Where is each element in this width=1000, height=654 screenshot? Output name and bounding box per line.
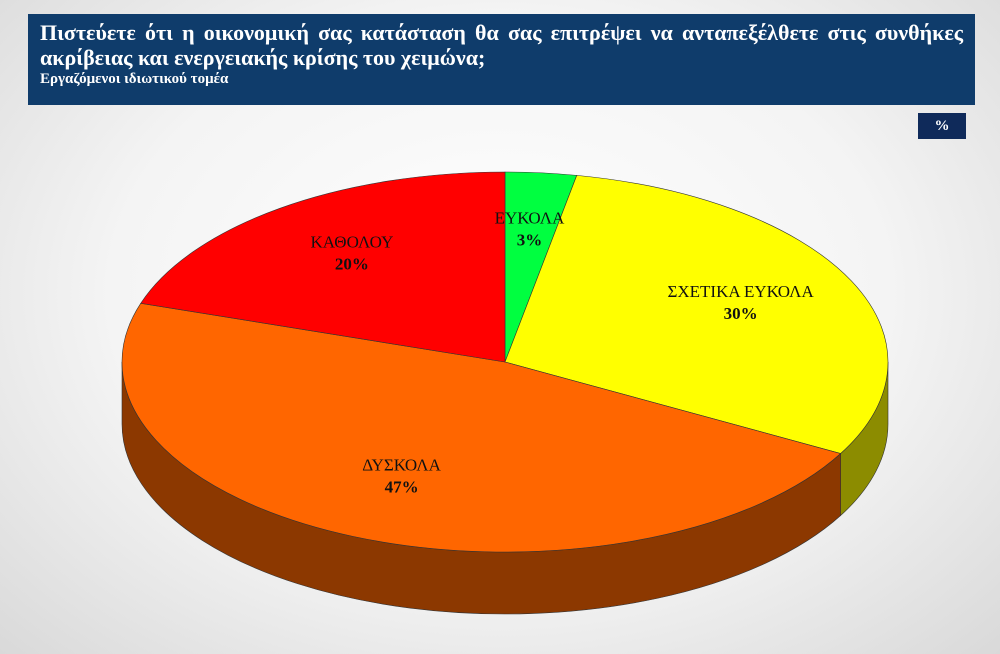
slice (121, 302, 842, 553)
slice-label: ΚΑΘΟΛΟΥ (310, 232, 393, 251)
value-label: 20% (335, 254, 369, 273)
slice (140, 171, 506, 363)
slice-label: ΕΥΚΟΛΑ (495, 208, 566, 227)
subtitle: Εργαζόμενοι ιδιωτικού τομέα (40, 71, 229, 87)
value-label: 3% (517, 230, 543, 249)
value-label: 30% (724, 304, 758, 323)
slice (504, 175, 889, 454)
value-label: 47% (385, 478, 419, 497)
header: Πιστεύετε ότι η οικονομική σας κατάσταση… (28, 14, 975, 105)
title: Πιστεύετε ότι η οικονομική σας κατάσταση… (40, 20, 963, 70)
slice-label: ΣΧΕΤΙΚΑ ΕΥΚΟΛΑ (667, 282, 814, 301)
slice-label: ΔΥΣΚΟΛΑ (362, 456, 441, 475)
unit-badge: % (918, 113, 966, 139)
